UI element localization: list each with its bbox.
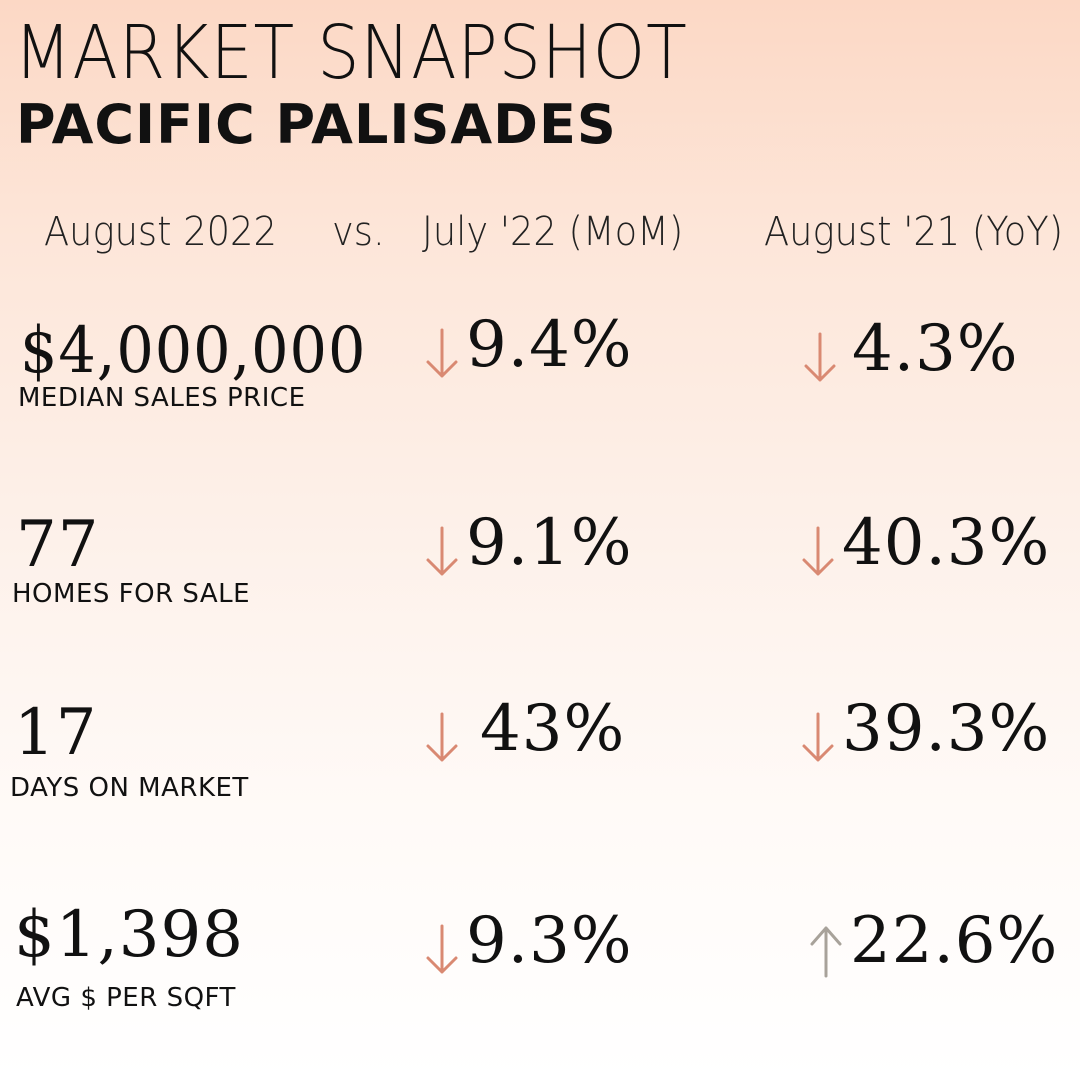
column-header-vs: vs. (332, 209, 385, 255)
metric-label-avg-price-per-sqft: AVG $ PER SQFT (16, 983, 236, 1013)
yoy-change-value: 40.3% (842, 506, 1051, 580)
yoy-change-days-on-market: 39.3% (798, 692, 1050, 766)
mom-change-value: 9.3% (466, 904, 633, 978)
mom-change-days-on-market: 43% (422, 692, 625, 766)
yoy-change-value: 39.3% (842, 692, 1051, 766)
mom-change-avg-price-per-sqft: 9.3% (422, 904, 633, 978)
page-subtitle: PACIFIC PALISADES (16, 93, 617, 156)
metric-label-homes-for-sale: HOMES FOR SALE (12, 579, 251, 609)
page-title: MARKET SNAPSHOT (14, 10, 688, 96)
arrow-down-icon (426, 712, 458, 762)
mom-change-value: 9.1% (466, 506, 633, 580)
yoy-change-median-sales-price: 4.3% (800, 312, 1019, 386)
arrow-down-icon (802, 712, 834, 762)
column-header-yoy: August '21 (YoY) (764, 209, 1064, 255)
yoy-change-avg-price-per-sqft: 22.6% (806, 904, 1058, 978)
arrow-down-icon (802, 526, 834, 576)
yoy-change-value: 22.6% (850, 904, 1059, 978)
metric-label-median-sales-price: MEDIAN SALES PRICE (18, 383, 306, 413)
arrow-down-icon (804, 332, 836, 382)
mom-change-homes-for-sale: 9.1% (422, 506, 633, 580)
yoy-change-value: 4.3% (852, 312, 1019, 386)
metric-value-homes-for-sale: 77 (16, 508, 100, 582)
metric-value-median-sales-price: $4,000,000 (20, 314, 367, 388)
yoy-change-homes-for-sale: 40.3% (798, 506, 1050, 580)
column-header-current: August 2022 (44, 209, 277, 255)
metric-label-days-on-market: DAYS ON MARKET (10, 773, 249, 803)
mom-change-value: 43% (480, 692, 626, 766)
metric-value-avg-price-per-sqft: $1,398 (14, 898, 244, 972)
arrow-down-icon (426, 924, 458, 974)
arrow-down-icon (426, 328, 458, 378)
mom-change-value: 9.4% (466, 308, 633, 382)
arrow-down-icon (426, 526, 458, 576)
arrow-up-icon (810, 926, 842, 978)
metric-value-days-on-market: 17 (14, 696, 98, 770)
mom-change-median-sales-price: 9.4% (422, 308, 633, 382)
column-header-mom: July '22 (MoM) (422, 209, 684, 255)
